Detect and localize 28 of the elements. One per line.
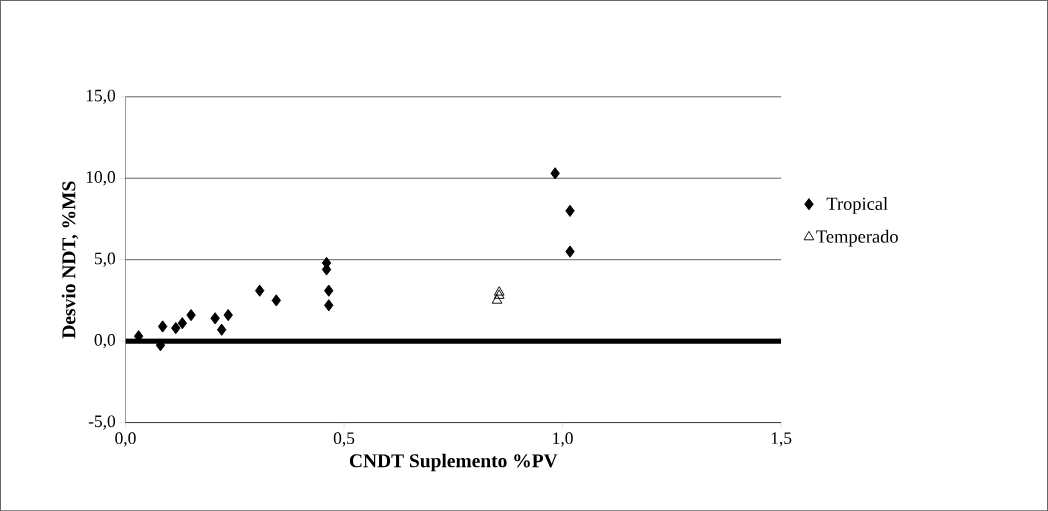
point [550, 167, 560, 180]
y-tick-label: -5,0 [88, 415, 116, 430]
y-tick-label: 5,0 [94, 252, 116, 267]
x-tick-label: 0,0 [115, 432, 136, 447]
point [210, 312, 220, 325]
x-tick-label: 1,5 [771, 432, 792, 447]
point [223, 308, 233, 322]
y-tick-label: 0,0 [94, 333, 116, 349]
point [271, 294, 281, 307]
y-axis-title: Desvio NDT, %MS [61, 181, 79, 339]
y-tick-label: 15,0 [86, 89, 116, 104]
point [324, 299, 334, 312]
point [491, 294, 503, 304]
legend-label: Tropical [826, 196, 888, 214]
point [216, 323, 227, 336]
point [324, 284, 334, 297]
point [171, 321, 181, 335]
point [565, 204, 575, 217]
point [157, 320, 168, 333]
point [177, 317, 188, 330]
point [255, 284, 265, 297]
point [186, 308, 196, 322]
point [565, 245, 575, 258]
x-tick-label: 0,5 [333, 432, 355, 447]
x-axis-title: CNDT Suplemento %PV [349, 453, 558, 472]
y-tick-label: 10,0 [86, 171, 116, 186]
legend-label: Temperado [816, 229, 898, 247]
x-tick-label: 1,0 [553, 432, 573, 447]
